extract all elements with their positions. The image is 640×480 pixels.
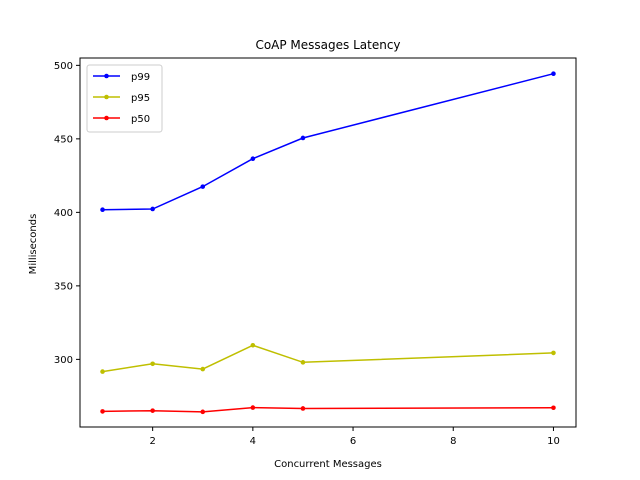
- plot-area: [100, 71, 556, 415]
- chart-title: CoAP Messages Latency: [255, 38, 400, 52]
- y-tick-label: 400: [54, 208, 73, 219]
- data-point-p95: [300, 360, 306, 365]
- x-tick-label: 8: [450, 436, 456, 447]
- legend-marker-p50: [104, 115, 109, 121]
- data-point-p95: [250, 342, 256, 348]
- data-point-p95: [551, 350, 556, 356]
- data-point-p50: [200, 409, 206, 415]
- legend: p99 p95 p50: [86, 64, 163, 133]
- x-tick-label: 4: [250, 436, 256, 447]
- x-tick-label: 2: [149, 436, 155, 447]
- data-point-p50: [100, 409, 105, 414]
- series-line-p95: [102, 344, 554, 373]
- data-point-p99: [300, 135, 306, 141]
- data-point-p50: [551, 405, 556, 411]
- legend-box: [86, 64, 163, 133]
- y-tick-label: 300: [54, 355, 73, 366]
- legend-marker-p95: [104, 94, 109, 100]
- data-point-p50: [250, 405, 256, 410]
- x-tick-label: 10: [547, 436, 560, 447]
- data-point-p95: [150, 361, 155, 367]
- legend-label-p50: p50: [131, 114, 150, 125]
- axes-frame: [79, 57, 577, 428]
- data-point-p95: [100, 369, 105, 374]
- x-axis-label: Concurrent Messages: [274, 459, 382, 470]
- legend-label-p99: p99: [131, 72, 150, 83]
- data-point-p99: [200, 184, 206, 189]
- y-tick-label: 450: [54, 134, 73, 145]
- legend-label-p95: p95: [131, 93, 150, 104]
- y-axis-label: Milliseconds: [28, 214, 39, 275]
- y-tick-label: 350: [54, 281, 73, 292]
- data-point-p99: [551, 71, 556, 77]
- series-line-p50: [102, 406, 554, 413]
- data-point-p50: [150, 408, 155, 413]
- series-line-p99: [102, 72, 554, 211]
- x-tick-label: 6: [350, 436, 356, 447]
- data-point-p95: [200, 366, 206, 372]
- y-axis-ticks: 300 350 400 450 500: [54, 61, 80, 366]
- data-point-p99: [100, 207, 105, 213]
- legend-marker-p99: [104, 73, 109, 79]
- data-point-p99: [150, 206, 155, 212]
- data-point-p50: [300, 406, 306, 411]
- x-axis-ticks: 2 4 6 8 10: [149, 427, 560, 447]
- y-tick-label: 500: [54, 61, 73, 72]
- data-point-p99: [250, 156, 256, 162]
